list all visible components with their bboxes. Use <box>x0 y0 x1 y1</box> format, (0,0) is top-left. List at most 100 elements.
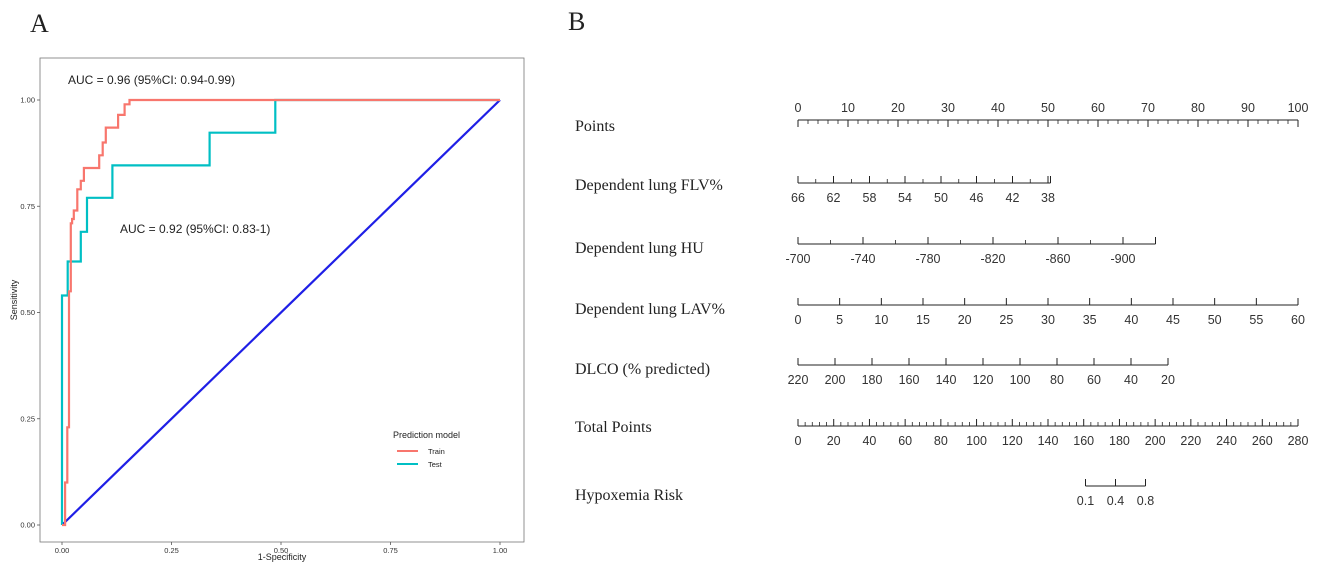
nomogram-tick-label: 55 <box>1249 313 1263 327</box>
nomogram-tick-label: 0.4 <box>1107 494 1124 508</box>
nomogram-tick-label: -780 <box>915 252 940 266</box>
nomogram-tick-label: 20 <box>1161 373 1175 387</box>
x-tick-label: 1.00 <box>493 546 508 555</box>
x-tick-label: 0.25 <box>164 546 179 555</box>
nomogram-tick-label: 70 <box>1141 101 1155 115</box>
legend-title: Prediction model <box>393 430 460 440</box>
y-tick-label: 0.00 <box>20 521 35 530</box>
nomogram-row: DLCO (% predicted) 220 200 180 160 140 120 100 8… <box>575 358 1175 387</box>
nomogram-tick-label: 220 <box>788 373 809 387</box>
nomogram-tick-label: 66 <box>791 191 805 205</box>
nomogram-tick-label: 280 <box>1288 434 1309 448</box>
nomogram-tick-label: 50 <box>1208 313 1222 327</box>
nomogram-tick-label: 90 <box>1241 101 1255 115</box>
nomogram-tick-label: 5 <box>836 313 843 327</box>
nomogram-tick-label: 50 <box>1041 101 1055 115</box>
nomogram-tick-label: -740 <box>850 252 875 266</box>
nomogram-tick-label: 42 <box>1006 191 1020 205</box>
nomogram-tick-label: 25 <box>999 313 1013 327</box>
nomogram-tick-label: 100 <box>1288 101 1309 115</box>
nomogram-row-label: Hypoxemia Risk <box>575 487 683 504</box>
auc-train-annotation: AUC = 0.96 (95%CI: 0.94-0.99) <box>68 73 235 87</box>
roc-lines <box>60 98 501 527</box>
nomogram-tick-label: -860 <box>1045 252 1070 266</box>
nomogram-tick-label: 0.8 <box>1137 494 1154 508</box>
nomogram-tick-label: 60 <box>1091 101 1105 115</box>
nomogram-tick-label: 45 <box>1166 313 1180 327</box>
auc-test-annotation: AUC = 0.92 (95%CI: 0.83-1) <box>120 222 270 236</box>
x-tick-label: 0.75 <box>383 546 398 555</box>
nomogram-row: Dependent lung FLV% 66 62 58 54 50 46 42 38 <box>575 176 1055 205</box>
nomogram-tick-label: 140 <box>1038 434 1059 448</box>
nomogram-tick-label: 58 <box>863 191 877 205</box>
y-tick-label: 0.75 <box>20 202 35 211</box>
nomogram-tick-label: 50 <box>934 191 948 205</box>
nomogram-tick-label: 120 <box>973 373 994 387</box>
nomogram-tick-label: -820 <box>980 252 1005 266</box>
nomogram-tick-label: 120 <box>1002 434 1023 448</box>
roc-plot-panel <box>39 57 525 543</box>
nomogram-row-label: Dependent lung HU <box>575 240 704 257</box>
nomogram-tick-label: 10 <box>841 101 855 115</box>
nomogram-tick-label: -700 <box>785 252 810 266</box>
nomogram-tick-label: 220 <box>1180 434 1201 448</box>
nomogram-row-label: Total Points <box>575 419 652 436</box>
panel-b-label: B <box>568 7 585 36</box>
nomogram-row-label: Points <box>575 118 615 135</box>
nomogram-row: Dependent lung LAV% 0 5 10 15 20 25 30 35 40 45 50 5… <box>575 298 1305 327</box>
nomogram-tick-label: 20 <box>827 434 841 448</box>
nomogram-row-label: Dependent lung FLV% <box>575 177 723 194</box>
nomogram-tick-label: 40 <box>862 434 876 448</box>
nomogram-tick-label: 35 <box>1083 313 1097 327</box>
nomogram-tick-label: 20 <box>958 313 972 327</box>
nomogram-tick-label: 20 <box>891 101 905 115</box>
nomogram-tick-label: 0 <box>795 434 802 448</box>
nomogram-tick-label: 60 <box>898 434 912 448</box>
nomogram-tick-label: 40 <box>991 101 1005 115</box>
nomogram-tick-label: 0.1 <box>1077 494 1094 508</box>
nomogram-tick-label: 80 <box>934 434 948 448</box>
legend-label-test: Test <box>428 460 443 469</box>
nomogram-tick-label: 46 <box>970 191 984 205</box>
nomogram-tick-label: 180 <box>862 373 883 387</box>
nomogram-tick-label: 15 <box>916 313 930 327</box>
roc-legend: Prediction model Train Test <box>393 430 460 469</box>
y-tick-label: 1.00 <box>20 96 35 105</box>
nomogram-tick-label: 180 <box>1109 434 1130 448</box>
nomogram-tick-label: 240 <box>1216 434 1237 448</box>
nomogram-tick-label: 260 <box>1252 434 1273 448</box>
nomogram-row: Hypoxemia Risk 0.1 0.4 0.8 <box>575 479 1154 508</box>
roc-reference-diagonal <box>61 99 501 526</box>
nomogram-tick-label: 54 <box>898 191 912 205</box>
nomogram-tick-label: -900 <box>1110 252 1135 266</box>
nomogram-tick-label: 60 <box>1291 313 1305 327</box>
nomogram-tick-label: 100 <box>966 434 987 448</box>
nomogram-tick-label: 30 <box>1041 313 1055 327</box>
y-tick-label: 0.25 <box>20 414 35 423</box>
nomogram-tick-label: 62 <box>827 191 841 205</box>
panel-a-label: A <box>30 9 49 38</box>
nomogram-tick-label: 80 <box>1050 373 1064 387</box>
nomogram-row: Dependent lung HU -700 -740 -780 -820 -860 -90… <box>575 237 1156 266</box>
legend-label-train: Train <box>428 447 445 456</box>
nomogram-tick-label: 140 <box>936 373 957 387</box>
nomogram-tick-label: 100 <box>1010 373 1031 387</box>
nomogram-row-label: Dependent lung LAV% <box>575 301 725 318</box>
nomogram-row: Points 0 10 20 30 40 50 60 70 80 90 100 <box>575 101 1308 135</box>
roc-curve-test <box>60 98 500 525</box>
nomogram-tick-label: 0 <box>795 313 802 327</box>
x-tick-label: 0.50 <box>274 546 289 555</box>
nomogram-tick-label: 160 <box>899 373 920 387</box>
x-tick-label: 0.00 <box>55 546 70 555</box>
nomogram-tick-label: 0 <box>795 101 802 115</box>
roc-curve-train <box>62 98 500 527</box>
nomogram-row: Total Points 0 20 40 60 80 100 120 140 160 180 200 2… <box>575 419 1308 448</box>
nomogram-tick-label: 160 <box>1073 434 1094 448</box>
nomogram-tick-label: 40 <box>1124 373 1138 387</box>
nomogram-tick-label: 30 <box>941 101 955 115</box>
roc-axes: 0.00 0.25 0.50 0.75 1.00 0.00 0.25 0.50 0.75 1.00 <box>20 96 507 556</box>
nomogram-tick-label: 38 <box>1041 191 1055 205</box>
x-axis-title: 1-Specificity <box>258 552 307 562</box>
